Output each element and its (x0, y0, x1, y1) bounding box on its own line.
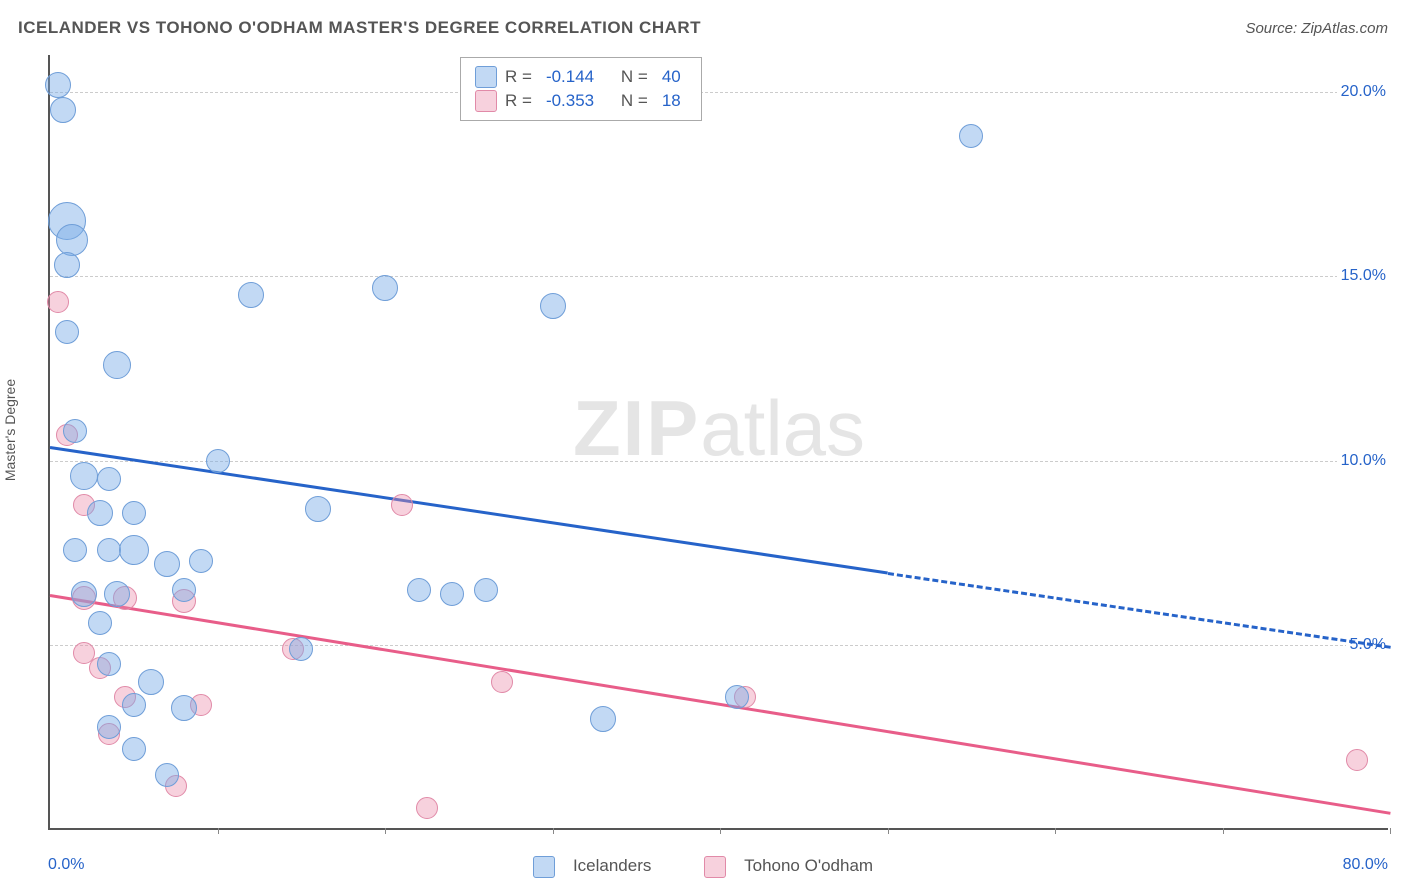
data-point (206, 449, 230, 473)
data-point (55, 320, 79, 344)
x-tick-mark (553, 828, 554, 834)
data-point (189, 549, 213, 573)
data-point (289, 637, 313, 661)
x-tick-mark (218, 828, 219, 834)
trend-line (50, 594, 1390, 815)
y-tick-label: 10.0% (1337, 452, 1390, 470)
data-point (87, 500, 113, 526)
chart-title: ICELANDER VS TOHONO O'ODHAM MASTER'S DEG… (18, 18, 701, 38)
data-point (474, 578, 498, 602)
data-point (138, 669, 164, 695)
data-point (97, 538, 121, 562)
data-point (305, 496, 331, 522)
legend-n-label: N = (621, 67, 648, 87)
swatch-icon (533, 856, 555, 878)
legend-n-label: N = (621, 91, 648, 111)
x-tick-mark (1055, 828, 1056, 834)
data-point (122, 693, 146, 717)
data-point (63, 538, 87, 562)
data-point (491, 671, 513, 693)
y-tick-label: 20.0% (1337, 83, 1390, 101)
legend-row: R = -0.144 N = 40 (475, 66, 687, 88)
data-point (959, 124, 983, 148)
data-point (103, 351, 131, 379)
chart-source: Source: ZipAtlas.com (1245, 20, 1388, 37)
legend-r-value: -0.353 (546, 91, 594, 111)
data-point (104, 581, 130, 607)
chart-container: ICELANDER VS TOHONO O'ODHAM MASTER'S DEG… (0, 0, 1406, 892)
watermark: ZIPatlas (573, 382, 865, 473)
data-point (122, 501, 146, 525)
x-axis-max-label: 80.0% (1343, 856, 1388, 874)
x-tick-mark (385, 828, 386, 834)
data-point (155, 763, 179, 787)
legend-r-label: R = (505, 91, 532, 111)
data-point (97, 652, 121, 676)
data-point (391, 494, 413, 516)
data-point (540, 293, 566, 319)
legend-r-label: R = (505, 67, 532, 87)
data-point (88, 611, 112, 635)
correlation-legend: R = -0.144 N = 40 R = -0.353 N = 18 (460, 57, 702, 121)
data-point (56, 224, 88, 256)
legend-n-value: 18 (662, 91, 681, 111)
swatch-icon (704, 856, 726, 878)
data-point (97, 715, 121, 739)
watermark-light: atlas (700, 383, 865, 471)
y-axis-label: Master's Degree (2, 379, 18, 481)
legend-r-value: -0.144 (546, 67, 594, 87)
data-point (416, 797, 438, 819)
legend-label: Tohono O'odham (744, 856, 873, 875)
data-point (71, 581, 97, 607)
data-point (440, 582, 464, 606)
data-point (154, 551, 180, 577)
gridline (50, 645, 1388, 646)
legend-n-value: 40 (662, 67, 681, 87)
data-point (238, 282, 264, 308)
swatch-icon (475, 90, 497, 112)
data-point (119, 535, 149, 565)
y-tick-label: 15.0% (1337, 267, 1390, 285)
legend-row: R = -0.353 N = 18 (475, 90, 687, 112)
data-point (54, 252, 80, 278)
data-point (407, 578, 431, 602)
gridline (50, 276, 1388, 277)
data-point (63, 419, 87, 443)
data-point (172, 578, 196, 602)
x-tick-mark (720, 828, 721, 834)
gridline (50, 92, 1388, 93)
data-point (1346, 749, 1368, 771)
legend-item: Icelanders (521, 856, 663, 875)
x-axis-min-label: 0.0% (48, 856, 84, 874)
series-legend: Icelanders Tohono O'odham (0, 856, 1406, 878)
data-point (590, 706, 616, 732)
x-tick-mark (888, 828, 889, 834)
gridline (50, 461, 1388, 462)
data-point (372, 275, 398, 301)
data-point (50, 97, 76, 123)
data-point (171, 695, 197, 721)
legend-item: Tohono O'odham (692, 856, 885, 875)
x-tick-mark (1390, 828, 1391, 834)
data-point (47, 291, 69, 313)
swatch-icon (475, 66, 497, 88)
watermark-bold: ZIP (573, 383, 700, 471)
legend-label: Icelanders (573, 856, 651, 875)
data-point (97, 467, 121, 491)
x-tick-mark (1223, 828, 1224, 834)
data-point (70, 462, 98, 490)
data-point (122, 737, 146, 761)
data-point (725, 685, 749, 709)
data-point (45, 72, 71, 98)
trend-line (887, 572, 1390, 649)
plot-area: ZIPatlas 5.0%10.0%15.0%20.0% (48, 55, 1388, 830)
